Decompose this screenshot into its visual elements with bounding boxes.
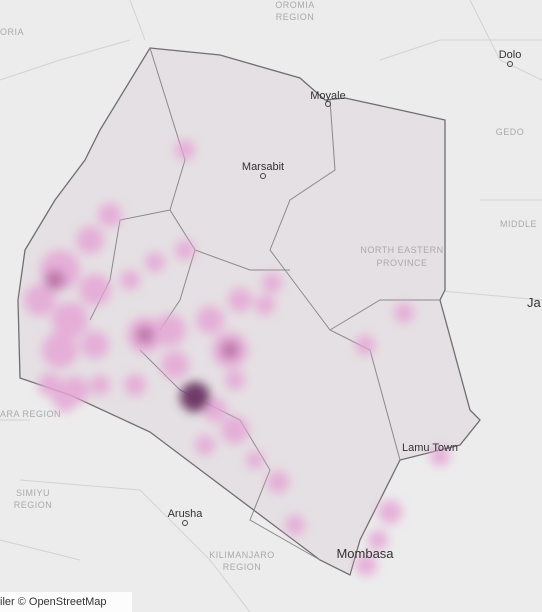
city-label: Marsabit	[242, 161, 284, 173]
density-heatmap	[24, 140, 450, 576]
region-label: PROVINCE	[376, 258, 427, 268]
city-dot	[507, 61, 513, 67]
attribution[interactable]: iler © OpenStreetMap	[0, 596, 107, 608]
city-label: Arusha	[168, 508, 204, 520]
region-label: OROMIA	[275, 0, 315, 10]
region-label: REGION	[14, 500, 53, 510]
region-label: NORTH EASTERN	[360, 245, 443, 255]
city-dot	[325, 101, 331, 107]
attribution-box	[0, 592, 132, 612]
city-label: Ja	[527, 295, 542, 310]
region-label: ORIA	[0, 27, 24, 37]
region-label: REGION	[223, 562, 262, 572]
region-label: REGION	[276, 12, 315, 22]
city-label: Lamu Town	[402, 442, 458, 454]
region-label: SIMIYU	[16, 488, 50, 498]
city-label: Moyale	[310, 90, 345, 102]
region-label: GEDO	[496, 127, 525, 137]
place-labels: OROMIA REGION Dolo Moyale GEDO Marsabit …	[0, 0, 542, 572]
city-label: Dolo	[499, 49, 522, 61]
region-label: MIDDLE	[500, 219, 537, 229]
city-dot	[260, 173, 266, 179]
city-label: Mombasa	[336, 546, 394, 561]
city-dot	[182, 520, 188, 526]
region-label: KILIMANJARO	[209, 550, 275, 560]
kenya-outline	[17, 47, 481, 576]
region-label: ARA REGION	[0, 409, 61, 419]
